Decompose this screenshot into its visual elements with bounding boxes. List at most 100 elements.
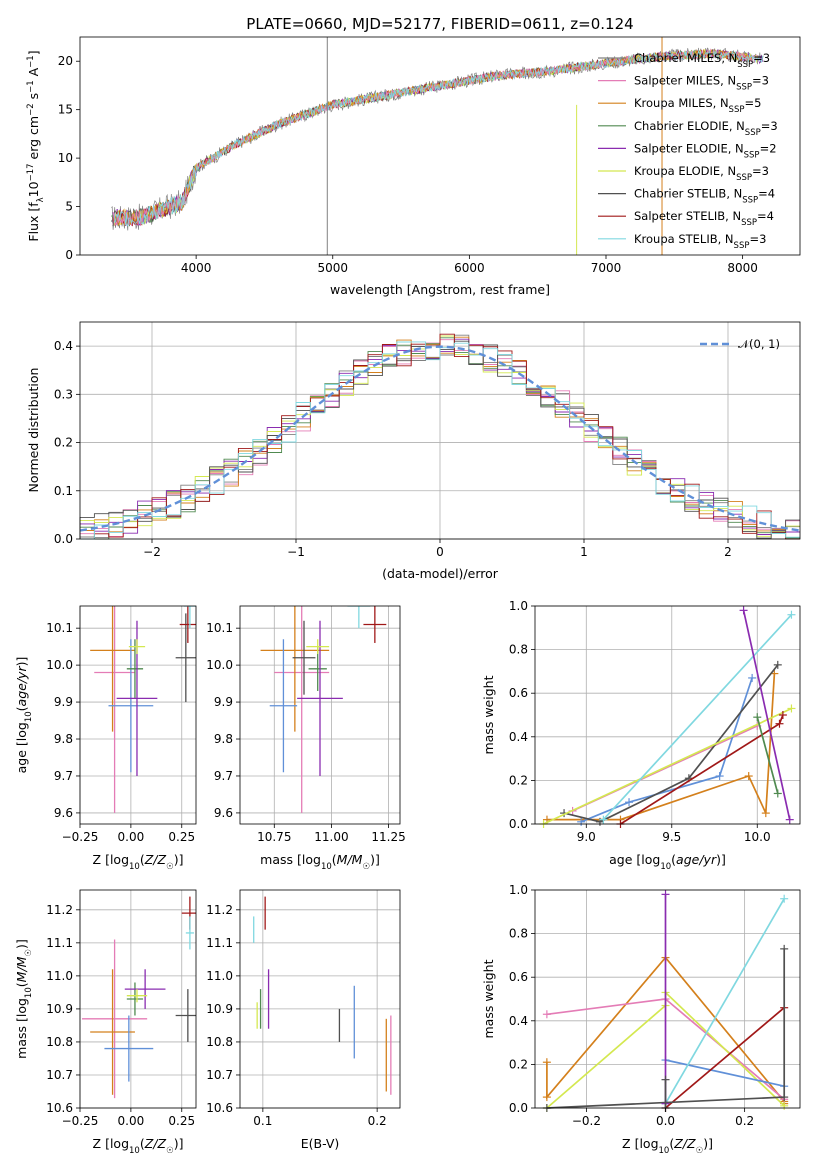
errorbar-point — [179, 606, 196, 643]
plot-area — [90, 606, 196, 813]
y-tick-label: 11.1 — [206, 936, 233, 950]
legend-entry: Chabrier MILES, NSSP=3 — [634, 51, 770, 70]
x-tick-label: 10.0 — [744, 830, 771, 844]
y-tick-label: 0.8 — [509, 643, 528, 657]
errorbar-point — [292, 620, 316, 695]
weight-marker — [542, 1093, 551, 1102]
errorbar-point — [347, 606, 371, 629]
x-tick-label: 0.2 — [368, 1114, 387, 1128]
x-axis-label: age [log10(age/yr)] — [609, 852, 726, 872]
y-tick-label: 0.0 — [509, 1101, 528, 1115]
errorbar-point — [260, 606, 330, 732]
plot-area — [82, 896, 196, 1099]
plot-area — [111, 37, 764, 255]
axes-frame — [534, 889, 801, 1109]
legend-entry: Chabrier ELODIE, NSSP=3 — [634, 119, 778, 138]
y-tick-label: 0.2 — [509, 773, 528, 787]
weight-marker — [748, 673, 757, 682]
spectrum-line — [113, 50, 763, 227]
x-tick-label: 10.75 — [257, 830, 291, 844]
y-tick-label: 0.1 — [54, 484, 73, 498]
x-tick-label: 0.25 — [168, 830, 195, 844]
weight-marker — [744, 772, 753, 781]
weight-marker — [542, 1010, 551, 1019]
weight-marker — [773, 789, 782, 798]
weight-marker — [787, 704, 796, 713]
errorbar-point — [104, 1015, 154, 1082]
weight-line — [742, 610, 791, 820]
x-tick-label: 2 — [724, 545, 732, 559]
errorbar-point — [185, 916, 194, 950]
ticks: 9.0 9.5 10.0 0.0 0.2 0.4 0.6 0.8 1.0 — [509, 599, 771, 844]
y-tick-label: 0.8 — [509, 927, 528, 941]
x-tick-label: 7000 — [591, 261, 622, 275]
weight-marker — [577, 817, 586, 826]
legend-entry: Chabrier STELIB, NSSP=4 — [634, 187, 775, 206]
y-tick-label: 11.2 — [46, 903, 73, 917]
x-tick-label: −1 — [287, 545, 305, 559]
ticks: 10.75 11.00 11.25 9.6 9.7 9.8 9.9 10.0 10.1 — [206, 621, 405, 844]
errorbar-point — [90, 606, 135, 732]
y-tick-label: 15 — [58, 103, 73, 117]
plot-area — [542, 890, 789, 1112]
weight-line — [543, 707, 792, 825]
x-tick-label: −0.25 — [62, 1114, 99, 1128]
weight-marker — [599, 815, 608, 824]
y-tick-label: 0.0 — [509, 817, 528, 831]
y-tick-label: 0.4 — [509, 1014, 528, 1028]
y-tick-label: 5 — [65, 200, 73, 214]
y-tick-label: 0.4 — [509, 730, 528, 744]
weight-marker — [780, 1101, 789, 1110]
legend-entry: 𝒩(0, 1) — [738, 337, 780, 351]
errorbar-point — [82, 939, 148, 1099]
y-tick-label: 10.1 — [46, 621, 73, 635]
legend-entry: Salpeter ELODIE, NSSP=2 — [634, 141, 777, 160]
weight-line — [563, 664, 779, 823]
axes-frame — [534, 605, 801, 825]
weight-marker — [661, 1075, 670, 1084]
y-tick-label: 10.9 — [46, 1002, 73, 1016]
y-tick-label: 9.7 — [54, 769, 73, 783]
x-tick-label: 0 — [436, 545, 444, 559]
y-axis-label: age [log10(age/yr)] — [14, 657, 34, 774]
y-tick-label: 0.2 — [509, 1057, 528, 1071]
grid — [79, 606, 196, 824]
ticks: 0.1 0.2 10.6 10.7 10.8 10.9 11.0 11.1 11.2 — [206, 903, 386, 1128]
axes-frame — [239, 605, 401, 825]
y-tick-label: 0.2 — [54, 436, 73, 450]
errorbar-point — [126, 639, 144, 699]
x-tick-label: −2 — [143, 545, 161, 559]
y-tick-label: 0.3 — [54, 387, 73, 401]
axes-frame — [79, 321, 801, 540]
x-tick-label: 1 — [580, 545, 588, 559]
plot-area — [253, 896, 392, 1095]
weight-marker — [773, 660, 782, 669]
y-tick-label: 9.6 — [54, 806, 73, 820]
y-tick-label: 1.0 — [509, 599, 528, 613]
x-axis-label: E(B-V) — [301, 1136, 340, 1151]
y-tick-label: 11.0 — [46, 969, 73, 983]
y-tick-label: 9.8 — [214, 732, 233, 746]
legend-entry: Kroupa MILES, NSSP=5 — [634, 96, 761, 115]
legend-entry: Kroupa STELIB, NSSP=3 — [634, 232, 766, 251]
x-tick-label: 0.25 — [168, 1114, 195, 1128]
x-tick-label: 5000 — [317, 261, 348, 275]
x-tick-label: −0.25 — [62, 830, 99, 844]
weight-marker — [739, 606, 748, 615]
weight-marker — [625, 798, 634, 807]
y-tick-label: 10.0 — [206, 658, 233, 672]
y-tick-label: 20 — [58, 54, 73, 68]
x-tick-label: 0.00 — [118, 1114, 145, 1128]
panel-massweight-vs-Z: −0.2 0.0 0.2 0.0 0.2 0.4 0.6 0.8 1.0 Z [log10(Z/Z… — [481, 883, 801, 1156]
y-axis-label: Normed distribution — [26, 368, 41, 493]
weight-line — [756, 716, 779, 794]
y-tick-label: 10.0 — [46, 658, 73, 672]
weight-marker — [753, 713, 762, 722]
x-tick-label: 0.1 — [253, 1114, 272, 1128]
y-axis-label: mass [log10(M/M☉)] — [14, 939, 34, 1059]
y-tick-label: 0.6 — [509, 686, 528, 700]
weight-marker — [715, 772, 724, 781]
axes-frame — [239, 889, 401, 1109]
weight-marker — [780, 944, 789, 953]
